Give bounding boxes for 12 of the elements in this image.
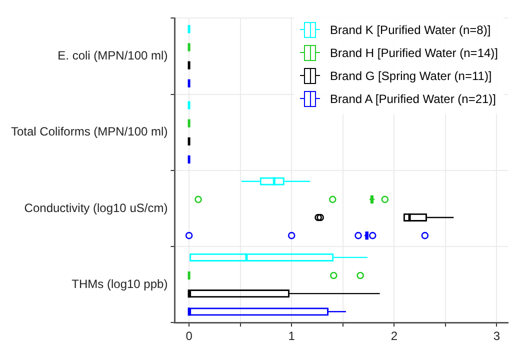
- x-tick-label: 2: [390, 329, 398, 344]
- y-tick-label: THMs (log10 ppb): [72, 276, 168, 291]
- x-tick-label: 0: [186, 329, 193, 344]
- legend-label: Brand A [Purified Water (n=21)]: [330, 92, 496, 106]
- y-tick-label: E. coli (MPN/100 ml): [58, 48, 168, 63]
- x-tick-label: 1: [288, 329, 296, 344]
- legend-label: Brand K [Purified Water (n=8)]: [330, 22, 491, 36]
- x-tick-label: 3: [493, 329, 500, 344]
- legend-label: Brand H [Purified Water (n=14)]: [330, 46, 498, 60]
- legend-label: Brand G [Spring Water (n=11)]: [330, 68, 492, 82]
- y-tick-label: Total Coliforms (MPN/100 ml): [10, 124, 168, 139]
- y-tick-label: Conductivity (log10 uS/cm): [24, 200, 168, 215]
